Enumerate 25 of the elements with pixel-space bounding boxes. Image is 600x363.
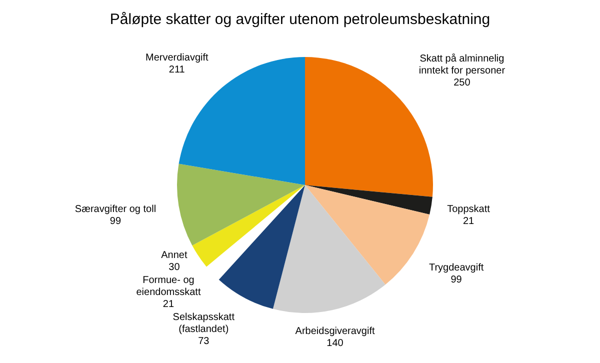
slice-label: Særavgifter og toll <box>74 204 156 216</box>
pie-slice <box>305 185 430 285</box>
slice-label: Formue- og eiendomsskatt <box>136 274 201 298</box>
slice-label: Annet <box>161 250 188 261</box>
data-label: 30 <box>168 262 180 273</box>
slice-label: Trygdeavgift <box>429 262 484 274</box>
chart-title: Påløpte skatter og avgifter utenom petroleumsbeskatning <box>110 11 490 28</box>
pie-slice <box>218 185 305 309</box>
data-label: 250 <box>454 77 471 88</box>
slice-label: Selskapsskatt (fastlandet) <box>172 312 235 335</box>
slice-label: Toppskatt <box>447 204 490 216</box>
data-label: 21 <box>162 298 174 310</box>
pie-slice <box>192 185 305 267</box>
slice-label: Merverdiavgift <box>145 52 208 64</box>
data-label: 21 <box>462 216 475 228</box>
data-label: 73 <box>198 336 210 347</box>
data-label: 211 <box>168 64 186 76</box>
data-label: 99 <box>110 216 122 228</box>
pie-slice <box>177 164 305 246</box>
data-label: 140 <box>326 338 344 349</box>
pie-slice <box>272 185 386 313</box>
data-label: 99 <box>450 274 462 286</box>
slice-label: Skatt på alminnelig inntekt for personer <box>418 52 506 76</box>
pie-slice <box>305 185 432 215</box>
slice-label: Arbeidsgiveravgift <box>295 326 375 337</box>
